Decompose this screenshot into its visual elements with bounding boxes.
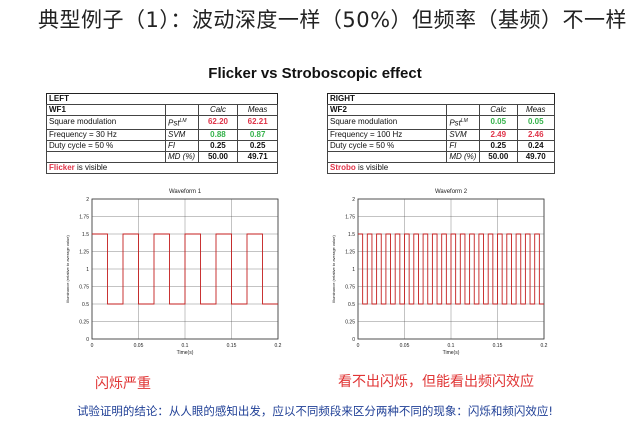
y-tick-label: 0.25 (345, 320, 355, 326)
chart-subtitle: Flicker vs Stroboscopic effect (208, 65, 422, 82)
left-row-meas: 0.87 (237, 128, 278, 141)
right-parameter-table: RIGHT WF2 Calc Meas Square modulation Ps… (326, 93, 556, 174)
y-tick-label: 0 (352, 337, 355, 343)
right-row-meas: 49.70 (516, 150, 556, 163)
y-tick-label: 0.75 (345, 285, 355, 291)
conclusion-text: 试验证明的结论：从人眼的感知出发，应以不同频段来区分两种不同的现象：闪烁和频闪效… (76, 404, 554, 418)
left-row-label: Frequency = 30 Hz (46, 128, 166, 141)
right-row-symbol: MD (%) (446, 150, 481, 163)
right-calc-header: Calc (479, 104, 518, 116)
waveform-line (92, 233, 278, 305)
right-row-symbol: PstLM (446, 115, 481, 130)
right-wf-label: WF2 (326, 104, 448, 116)
x-tick-label: 0.05 (400, 343, 410, 349)
y-tick-label: 0.5 (348, 302, 355, 308)
right-row-meas: 0.24 (516, 139, 556, 152)
left-row-label: Square modulation (46, 115, 166, 130)
caption-strobo-visible: 看不出闪烁，但能看出频闪效应 (338, 374, 534, 390)
left-row-meas: 49.71 (237, 150, 278, 163)
right-row-calc: 50.00 (479, 150, 518, 163)
chart-title: Waveform 2 (435, 189, 468, 195)
left-visibility-note: Flicker is visible (46, 161, 278, 174)
y-tick-label: 0.5 (82, 302, 89, 308)
left-section-label: LEFT (46, 93, 278, 105)
left-row-label (46, 150, 166, 163)
waveform-2-chart: Waveform 2 0 0.25 0.5 0.75 1 1.25 1.5 1.75 2 0 0.05… (331, 189, 548, 356)
right-sym-header (446, 104, 481, 116)
left-row-calc: 50.00 (197, 150, 239, 163)
caption-flicker-severe: 闪烁严重 (95, 376, 151, 392)
y-tick-label: 1 (352, 267, 355, 273)
waveform-line (358, 233, 544, 305)
x-tick-label: 0.05 (134, 343, 144, 349)
right-row-label (326, 150, 448, 163)
x-tick-label: 0.15 (227, 343, 237, 349)
left-meas-header: Meas (237, 104, 278, 116)
left-wf-label: WF1 (46, 104, 166, 116)
x-tick-label: 0.15 (493, 343, 503, 349)
y-tick-label: 1.5 (82, 232, 89, 238)
right-row-calc: 0.05 (479, 115, 518, 130)
left-row-meas: 62.21 (237, 115, 278, 130)
y-tick-label: 0.25 (79, 320, 89, 326)
left-row-calc: 62.20 (197, 115, 239, 130)
y-tick-label: 2 (86, 197, 89, 203)
slide-title: 典型例子（1）：波动深度一样（50%）但频率（基频）不一样 (38, 8, 628, 32)
y-tick-label: 0 (86, 337, 89, 343)
right-row-label: Duty cycle = 50 % (326, 139, 448, 152)
y-tick-label: 1.5 (348, 232, 355, 238)
right-row-label: Square modulation (326, 115, 448, 130)
left-row-symbol: FI (164, 139, 199, 152)
y-tick-label: 1.25 (79, 250, 89, 256)
left-row-meas: 0.25 (237, 139, 278, 152)
y-tick-label: 1.25 (345, 250, 355, 256)
y-tick-label: 1.75 (345, 215, 355, 221)
right-row-symbol: FI (446, 139, 481, 152)
left-calc-header: Calc (197, 104, 239, 116)
left-row-symbol: PstLM (164, 115, 199, 130)
x-tick-label: 0.1 (182, 343, 189, 349)
x-tick-label: 0 (357, 343, 360, 349)
waveform-1-chart: Waveform 1 0 0.25 0.5 0.75 1 1.25 1.5 1.75 2 0 0.05… (65, 189, 282, 356)
right-visibility-note: Strobo is visible (327, 161, 555, 174)
x-tick-label: 0.1 (448, 343, 455, 349)
x-tick-label: 0.2 (275, 343, 282, 349)
right-section-label: RIGHT (327, 93, 555, 105)
left-row-symbol: SVM (164, 128, 199, 141)
y-axis-label: Illuminance (relative to average value) (331, 235, 336, 303)
chart-title: Waveform 1 (169, 189, 202, 195)
y-axis-label: Illuminance (relative to average value) (65, 235, 70, 303)
x-tick-label: 0 (91, 343, 94, 349)
y-tick-label: 1 (86, 267, 89, 273)
x-axis-label: Time(s) (177, 350, 194, 356)
left-row-label: Duty cycle = 50 % (46, 139, 166, 152)
right-row-symbol: SVM (446, 128, 481, 141)
right-row-meas: 2.46 (516, 128, 556, 141)
y-tick-label: 2 (352, 197, 355, 203)
left-row-calc: 0.25 (197, 139, 239, 152)
x-axis-label: Time(s) (443, 350, 460, 356)
right-row-meas: 0.05 (516, 115, 556, 130)
x-tick-label: 0.2 (541, 343, 548, 349)
left-parameter-table: LEFT WF1 Calc Meas Square modulation Pst… (46, 93, 278, 174)
left-row-calc: 0.88 (197, 128, 239, 141)
y-tick-label: 0.75 (79, 285, 89, 291)
right-row-calc: 2.49 (479, 128, 518, 141)
left-sym-header (164, 104, 199, 116)
y-tick-label: 1.75 (79, 215, 89, 221)
right-meas-header: Meas (516, 104, 556, 116)
right-row-label: Frequency = 100 Hz (326, 128, 448, 141)
left-row-symbol: MD (%) (164, 150, 199, 163)
right-row-calc: 0.25 (479, 139, 518, 152)
